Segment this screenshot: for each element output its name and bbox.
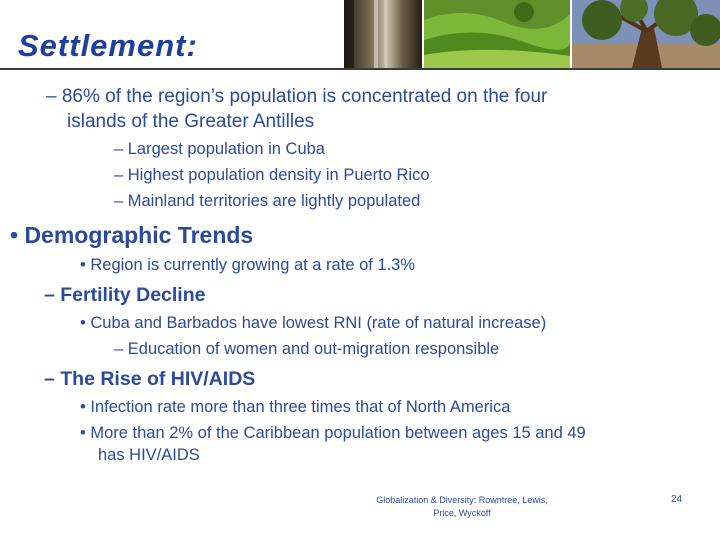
green-hills-photo — [424, 0, 570, 68]
slide-header: Settlement: — [0, 0, 720, 70]
bullet-caribbean-population: • More than 2% of the Caribbean populati… — [80, 424, 586, 442]
heading-fertility-decline: – Fertility Decline — [44, 284, 206, 306]
bullet-growth-rate: • Region is currently growing at a rate … — [80, 256, 416, 274]
sub-bullet-puerto-rico: – Highest population density in Puerto R… — [114, 166, 430, 184]
bullet-caribbean-population-cont: has HIV/AIDS — [98, 446, 200, 464]
sub-bullet-mainland: – Mainland territories are lightly popul… — [114, 192, 421, 210]
footer-line1: Globalization & Diversity: Rowntree, Lew… — [376, 495, 548, 505]
sub-bullet-cuba: – Largest population in Cuba — [114, 140, 325, 158]
header-divider — [0, 68, 720, 70]
slide-footer: Globalization & Diversity: Rowntree, Lew… — [362, 494, 562, 520]
footer-line2: Price, Wyckoff — [433, 508, 491, 518]
slide-title: Settlement: — [18, 28, 198, 63]
waterfall-photo — [344, 0, 422, 68]
bullet-rni: • Cuba and Barbados have lowest RNI (rat… — [80, 314, 547, 332]
bullet-population-line2: islands of the Greater Antilles — [67, 111, 315, 132]
bullet-population-line1: – 86% of the region’s population is conc… — [46, 86, 548, 107]
sub-bullet-education: – Education of women and out-migration r… — [114, 340, 500, 358]
page-number: 24 — [671, 494, 683, 505]
bullet-infection-rate: • Infection rate more than three times t… — [80, 398, 511, 416]
heading-hiv-aids: – The Rise of HIV/AIDS — [44, 368, 256, 390]
tree-photo — [572, 0, 720, 68]
heading-demographic-trends: • Demographic Trends — [10, 222, 254, 248]
